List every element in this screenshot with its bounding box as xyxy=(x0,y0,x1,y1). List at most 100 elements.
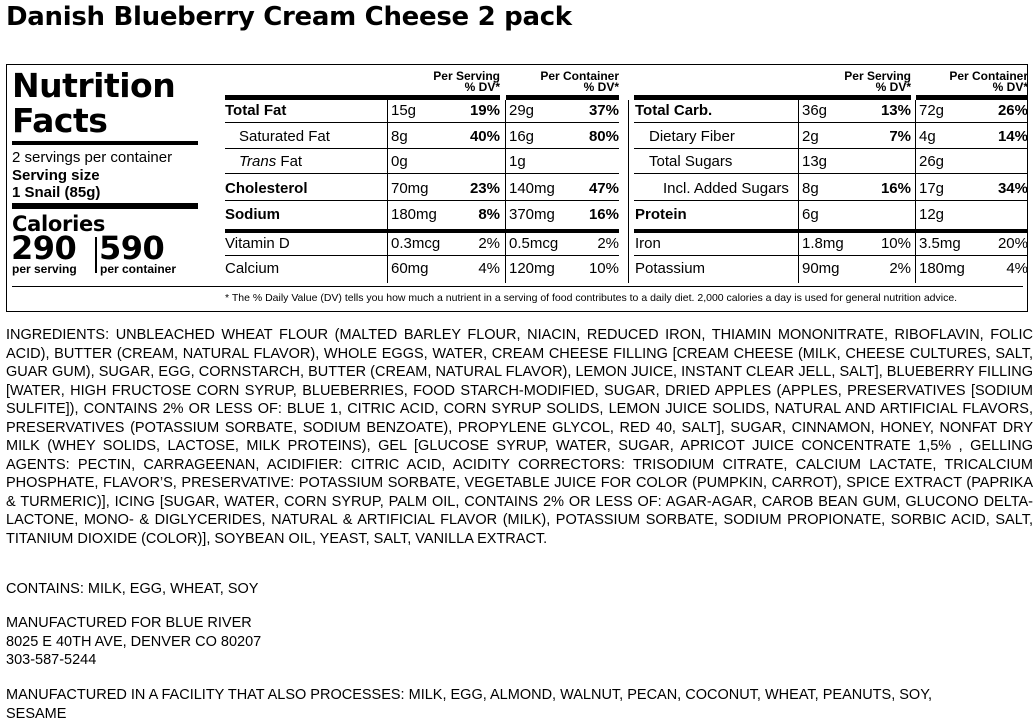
half-separator xyxy=(628,100,629,283)
divider-bar xyxy=(12,141,198,145)
row-divider xyxy=(225,200,619,201)
row-divider xyxy=(225,148,619,149)
col-head-per-container: Per Container xyxy=(949,69,1028,83)
column-separator xyxy=(915,100,916,283)
serving-amount: 13g xyxy=(802,153,828,170)
ingredients-text: INGREDIENTS: UNBLEACHED WHEAT FLOUR (MAL… xyxy=(6,327,1033,547)
container-amount: 180mg xyxy=(919,260,965,277)
col-head-dv: % DV* xyxy=(992,80,1028,94)
row-divider xyxy=(634,200,1028,201)
container-amount: 120mg xyxy=(509,260,555,277)
container-dv: 10% xyxy=(588,260,619,277)
divider-bar xyxy=(12,203,198,209)
nutrient-name-rest: Fat xyxy=(276,153,303,170)
container-dv: 80% xyxy=(588,128,619,145)
container-amount: 16g xyxy=(509,128,535,145)
calories-divider xyxy=(95,237,97,273)
row-divider xyxy=(225,173,619,174)
row-divider xyxy=(634,229,1028,233)
container-amount: 26g xyxy=(919,153,945,170)
serving-amount: 60mg xyxy=(391,260,429,277)
manufacturer-line-1: MANUFACTURED FOR BLUE RIVER xyxy=(6,615,252,631)
facility-statement: MANUFACTURED IN A FACILITY THAT ALSO PRO… xyxy=(6,686,932,723)
container-dv: 4% xyxy=(1006,260,1028,277)
row-divider xyxy=(634,148,1028,149)
header-bar xyxy=(634,95,911,100)
nutrient-name: Vitamin D xyxy=(225,235,290,252)
row-divider xyxy=(225,122,619,123)
col-head-per-serving: Per Serving xyxy=(844,69,911,83)
header-bar xyxy=(506,95,619,100)
nutrient-name: Cholesterol xyxy=(225,180,308,197)
container-dv: 37% xyxy=(588,102,619,119)
serving-dv: 23% xyxy=(469,180,500,197)
row-divider xyxy=(634,122,1028,123)
container-amount: 29g xyxy=(509,102,535,119)
servings-per-container: 2 servings per container xyxy=(12,149,173,166)
nutrient-name: Protein xyxy=(635,206,687,223)
container-amount: 140mg xyxy=(509,180,555,197)
serving-dv: 19% xyxy=(469,102,500,119)
nutrient-name: Potassium xyxy=(635,260,706,277)
column-separator xyxy=(505,100,506,283)
serving-dv: 13% xyxy=(880,102,911,119)
container-amount: 4g xyxy=(919,128,936,145)
nutrient-name: Calcium xyxy=(225,260,280,277)
nutrition-facts-heading: Nutrition Facts xyxy=(12,66,176,140)
allergen-contains: CONTAINS: MILK, EGG, WHEAT, SOY xyxy=(6,581,259,597)
serving-amount: 0g xyxy=(391,153,408,170)
manufacturer-line-2: 8025 E 40TH AVE, DENVER CO 80207 xyxy=(6,633,262,650)
container-dv: 2% xyxy=(597,235,619,252)
serving-amount: 36g xyxy=(802,102,828,119)
serving-amount: 180mg xyxy=(391,206,437,223)
serving-size: Serving size 1 Snail (85g) xyxy=(12,167,100,201)
container-dv: 47% xyxy=(588,180,619,197)
col-head-dv: % DV* xyxy=(464,80,500,94)
container-amount: 3.5mg xyxy=(919,235,961,252)
serving-amount: 8g xyxy=(802,180,819,197)
container-amount: 72g xyxy=(919,102,945,119)
column-separator xyxy=(387,100,388,283)
serving-dv: 7% xyxy=(889,128,911,145)
col-head-per-serving: Per Serving xyxy=(433,69,500,83)
heading-line-1: Nutrition xyxy=(12,66,176,105)
serving-size-value: 1 Snail (85g) xyxy=(12,184,101,201)
serving-dv: 10% xyxy=(880,235,911,252)
facility-line-2: SESAME xyxy=(6,705,67,722)
serving-amount: 90mg xyxy=(802,260,840,277)
nutrition-facts-label: Nutrition Facts 2 servings per container… xyxy=(6,64,1028,312)
serving-amount: 8g xyxy=(391,128,408,145)
row-divider xyxy=(634,173,1028,174)
col-head-dv: % DV* xyxy=(583,80,619,94)
container-dv: 16% xyxy=(588,206,619,223)
serving-dv: 2% xyxy=(478,235,500,252)
container-amount: 1g xyxy=(509,153,526,170)
container-dv: 34% xyxy=(997,180,1028,197)
per-container-caption: per container xyxy=(100,262,177,276)
nutrient-name: Iron xyxy=(635,235,661,252)
serving-dv: 40% xyxy=(469,128,500,145)
serving-amount: 70mg xyxy=(391,180,429,197)
calories-label: Calories xyxy=(12,212,106,236)
nutrient-name: Incl. Added Sugars xyxy=(663,180,789,197)
header-bar xyxy=(916,95,1028,100)
col-head-dv: % DV* xyxy=(875,80,911,94)
container-amount: 12g xyxy=(919,206,945,223)
calories-per-serving: 290 xyxy=(11,229,77,267)
serving-dv: 16% xyxy=(880,180,911,197)
manufacturer-line-3: 303-587-5244 xyxy=(6,652,97,668)
nutrient-name: Sodium xyxy=(225,206,280,223)
nutrient-name: Saturated Fat xyxy=(239,128,330,145)
container-dv: 20% xyxy=(997,235,1028,252)
heading-line-2: Facts xyxy=(12,101,108,140)
serving-dv: 4% xyxy=(478,260,500,277)
col-head-per-container: Per Container xyxy=(540,69,619,83)
container-dv: 14% xyxy=(997,128,1028,145)
row-divider xyxy=(225,255,619,256)
per-serving-caption: per serving xyxy=(12,262,77,276)
calories-per-container: 590 xyxy=(99,229,165,267)
nutrient-name: Total Sugars xyxy=(649,153,733,170)
column-separator xyxy=(798,100,799,283)
nutrient-name: Trans Fat xyxy=(239,153,302,171)
row-divider xyxy=(225,229,619,233)
